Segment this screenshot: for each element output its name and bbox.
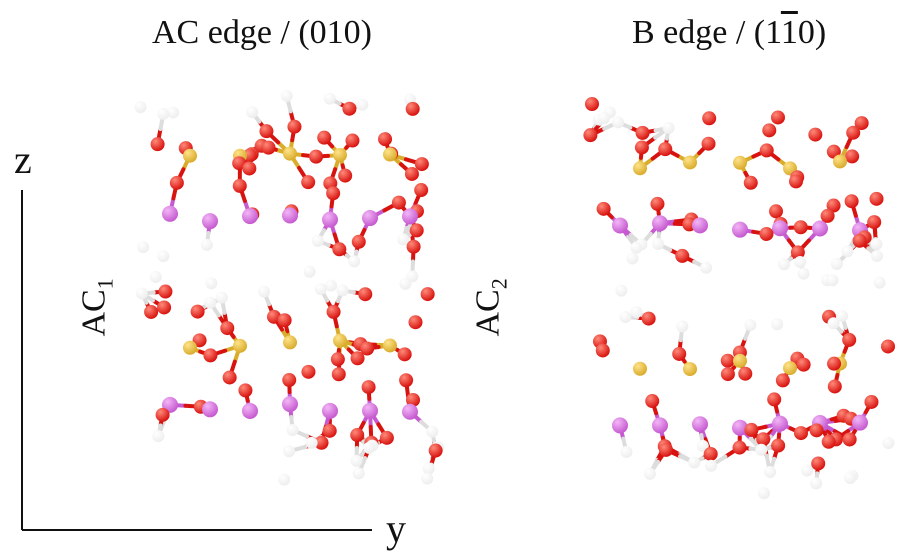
structure-b-edge bbox=[0, 0, 898, 551]
